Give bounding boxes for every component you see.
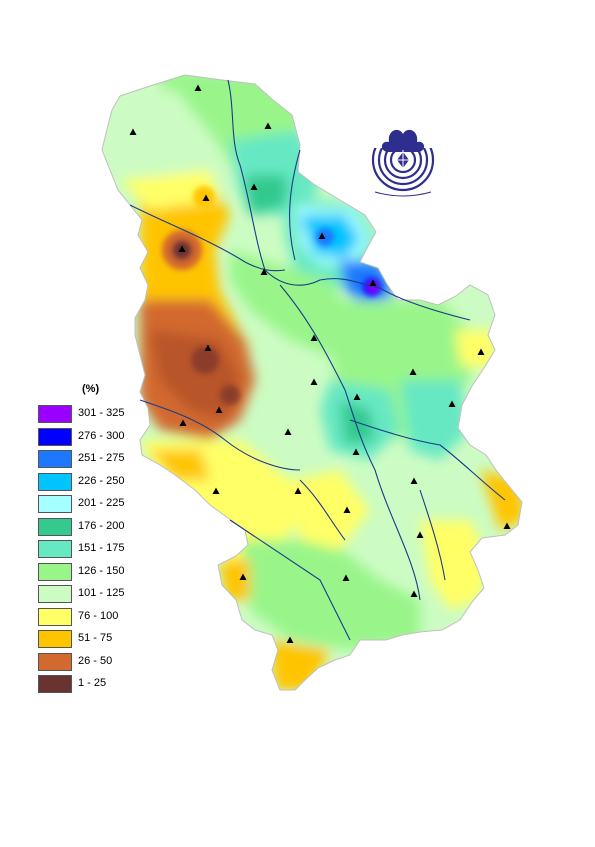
legend-swatch [38, 495, 72, 513]
legend-label: 101 - 125 [78, 587, 125, 599]
legend-item: 276 - 300 [38, 427, 158, 446]
station-marker [178, 245, 186, 252]
legend-label: 176 - 200 [78, 519, 125, 532]
station-marker [409, 368, 417, 375]
legend-item: 26 - 50 [38, 652, 158, 671]
station-marker [202, 194, 210, 201]
legend-item: 301 - 325 [38, 405, 158, 423]
legend-label: 26 - 50 [78, 654, 113, 667]
station-marker [448, 400, 456, 407]
legend-swatch [38, 652, 72, 671]
station-marker [204, 344, 212, 351]
station-marker [310, 334, 318, 341]
legend-item: 76 - 100 [38, 607, 158, 626]
legend-title: (%) [82, 383, 100, 395]
legend-item: 1 - 25 [38, 675, 158, 693]
legend-label: 201 - 225 [78, 497, 125, 509]
river [229, 519, 351, 641]
station-marker [503, 522, 511, 529]
station-marker [342, 574, 350, 581]
station-marker [264, 122, 272, 129]
station-marker [212, 487, 220, 494]
legend-label: 251 - 275 [78, 452, 125, 464]
legend-swatch [38, 585, 72, 603]
station-marker [129, 128, 137, 135]
legend-swatch [38, 562, 72, 581]
legend-swatch [38, 540, 72, 558]
legend-item: 126 - 150 [38, 562, 158, 581]
station-marker [369, 279, 377, 286]
station-marker [215, 406, 223, 413]
legend-swatch [38, 472, 72, 491]
legend-item: 101 - 125 [38, 585, 158, 603]
legend-item: 151 - 175 [38, 540, 158, 558]
legend-swatch [38, 517, 72, 536]
station-marker [179, 419, 187, 426]
river [289, 149, 301, 261]
legend-label: 276 - 300 [78, 429, 125, 442]
station-marker [353, 393, 361, 400]
legend-item: 51 - 75 [38, 630, 158, 648]
stations [129, 84, 511, 643]
legend-item: 226 - 250 [38, 472, 158, 491]
legend-label: 126 - 150 [78, 564, 125, 577]
station-marker [410, 590, 418, 597]
river [299, 479, 346, 541]
station-marker [410, 477, 418, 484]
legend-item: 176 - 200 [38, 517, 158, 536]
legend-swatch [38, 675, 72, 693]
station-marker [310, 378, 318, 385]
legend-item: 201 - 225 [38, 495, 158, 513]
river [227, 79, 471, 321]
station-marker [352, 448, 360, 455]
legend-item: 251 - 275 [38, 450, 158, 468]
legend-label: 51 - 75 [78, 632, 113, 644]
river [349, 419, 506, 501]
rivers [129, 79, 506, 641]
station-marker [260, 268, 268, 275]
river [279, 284, 421, 601]
station-marker [194, 84, 202, 91]
station-marker [294, 487, 302, 494]
station-marker [416, 531, 424, 538]
legend-label: 76 - 100 [78, 609, 119, 622]
legend-label: 151 - 175 [78, 542, 125, 554]
station-marker [343, 506, 351, 513]
legend-swatch [38, 450, 72, 468]
legend-label: 1 - 25 [78, 677, 107, 689]
legend-label: 301 - 325 [78, 407, 125, 419]
legend-label: 226 - 250 [78, 474, 125, 487]
hydrometeorological-service-emblem [369, 122, 437, 197]
station-marker [284, 428, 292, 435]
river [139, 399, 301, 471]
station-marker [250, 183, 258, 190]
legend-swatch [38, 427, 72, 446]
legend-swatch [38, 405, 72, 423]
river [129, 204, 286, 272]
station-marker [286, 636, 294, 643]
river [419, 489, 446, 581]
station-marker [318, 232, 326, 239]
station-marker [239, 573, 247, 580]
station-marker [477, 348, 485, 355]
legend-swatch [38, 607, 72, 626]
country-border [101, 74, 523, 691]
legend-swatch [38, 630, 72, 648]
